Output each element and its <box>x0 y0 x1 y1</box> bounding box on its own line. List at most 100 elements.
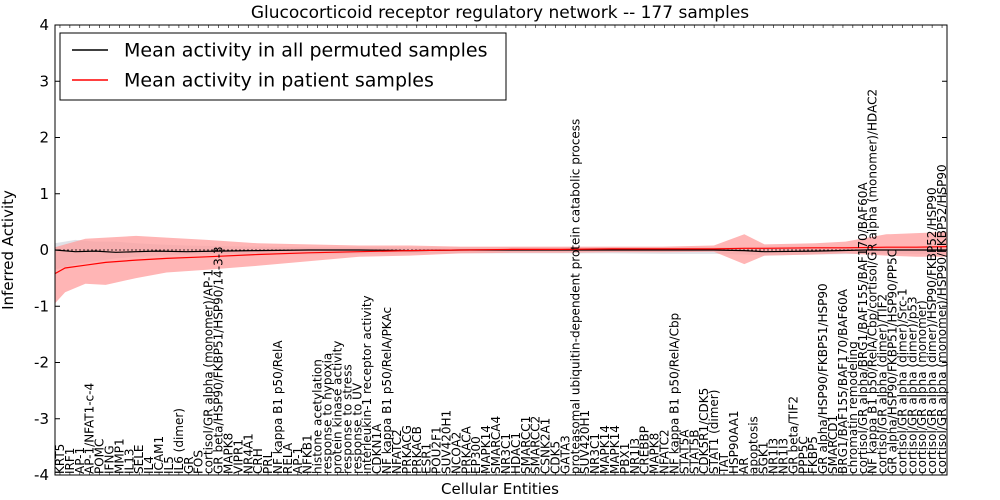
x-tick-label: AP-1/NFAT1-c-4 <box>83 383 97 474</box>
x-tick-label: PBX1 <box>618 443 632 474</box>
x-tick-label: GATA3 <box>558 435 572 474</box>
x-tick-label: AP-1 <box>291 447 305 474</box>
x-tick-label: NR4A1 <box>241 433 255 474</box>
x-tick-label: RELA <box>281 442 295 474</box>
x-tick-label: NFATC2 <box>658 429 672 474</box>
y-tick-label: 1 <box>39 185 49 203</box>
chart-title: Glucocorticoid receptor regulatory netwo… <box>251 3 749 23</box>
y-tick-label: 4 <box>39 16 49 34</box>
x-tick-label: NR1I3 <box>628 438 642 474</box>
x-tick-label: GR <box>182 456 196 474</box>
x-tick-label: cortisol/GR alpha/BRG1/BAF155/BAF170/BAF… <box>856 182 870 474</box>
x-tick-label: ESR1 <box>420 443 434 474</box>
x-tick-label: MAPK14 <box>479 425 493 474</box>
plot-frame <box>54 24 948 476</box>
x-tick-label: FKBP5 <box>806 436 820 474</box>
x-tick-label: SGK1 <box>757 442 771 474</box>
x-tick-label: cortisol/GR alpha (monomer)/HSP90/FKBP52… <box>935 164 949 474</box>
y-tick-label: 2 <box>39 129 49 147</box>
x-tick-label: CDK5 <box>549 441 563 474</box>
y-tick-label: 3 <box>39 72 49 90</box>
x-tick-label: NFATC2 <box>390 429 404 474</box>
legend-label-patient: Mean activity in patient samples <box>124 70 434 92</box>
x-tick-label: IFNG <box>103 445 117 474</box>
x-tick-label: STAT1 (dimer) <box>707 390 721 474</box>
y-tick-label: -1 <box>34 297 49 315</box>
x-tick-label: NR1I3 <box>767 438 781 474</box>
x-tick-label: GR beta/HSP90/FKBP51/HSP90/14-3-3 <box>212 246 226 474</box>
x-tick-labels: KRT5IRF1AP-1AP-1/NFAT1-c-4POMCIFNGMMP1IL… <box>53 89 949 475</box>
y-axis-label: Inferred Activity <box>0 190 17 310</box>
x-tick-label: protein kinase activity <box>331 341 345 474</box>
x-tick-label: ICAM1 <box>152 436 166 474</box>
x-tick-label: CDK5R1/CDK5 <box>697 388 711 474</box>
x-tick-label: HSP90AA1 <box>727 410 741 474</box>
x-tick-label: chromatin remodeling <box>846 341 860 474</box>
x-tick-label: AP-1 <box>73 447 87 474</box>
x-tick-label: IL13 <box>122 449 136 475</box>
x-tick-label: response to hypoxia <box>321 353 335 474</box>
x-tick-label: IL6 (dimer) <box>172 408 186 474</box>
x-tick-label: NR3C1 <box>588 433 602 474</box>
x-tick-label: CREBBP <box>638 426 652 474</box>
x-tick-label: SMARCA4 <box>489 416 503 474</box>
x-tick-label: KRT5 <box>53 444 67 474</box>
x-tick-label: cortisol/GR alpha (dimer)/Src-1 <box>895 288 909 474</box>
series-lines <box>54 246 948 275</box>
x-tick-label: MAPK8 <box>221 433 235 474</box>
patient-mean-line <box>54 246 948 275</box>
x-tick-label: PRKACG <box>400 425 414 474</box>
x-tick-label: NF kappa B1 p50/RelA/PKAc <box>380 307 394 474</box>
y-tick-label: -3 <box>34 410 49 428</box>
x-tick-label: IL5 <box>162 456 176 474</box>
x-tick-label: GR alpha/HSP90/FKBP51/HSP90 <box>816 283 830 474</box>
x-tick-label: PRKACA <box>459 425 473 474</box>
x-tick-label: VIPR1 <box>231 439 245 474</box>
x-tick-label: interleukin-1 receptor activity <box>360 295 374 474</box>
y-tick-label: -2 <box>34 354 49 372</box>
x-tick-label: PPP5C <box>796 436 810 474</box>
x-tick-label: NR3C1 <box>499 433 513 474</box>
legend-box <box>59 32 507 101</box>
axis-ticks: -4 -3 -2 -1 0 1 2 3 4 <box>34 16 947 484</box>
x-axis-label: Cellular Entities <box>441 480 559 498</box>
x-tick-label: MAPK14 <box>608 425 622 474</box>
x-tick-label: CDKN1A <box>370 423 384 474</box>
x-tick-label: STAT5B <box>687 430 701 475</box>
x-tick-label: MAPK14 <box>598 425 612 474</box>
x-tick-label: MMP1 <box>112 438 126 474</box>
x-tick-label: POU2F1 <box>430 426 444 474</box>
x-tick-label: SMARCC2 <box>529 416 543 474</box>
x-tick-label: response to UV <box>350 382 364 474</box>
x-tick-label: SMARCC1 <box>519 416 533 474</box>
x-tick-label: EP300 <box>469 436 483 474</box>
x-tick-label: NR1I3 <box>777 438 791 474</box>
x-tick-label: NCOA2 <box>449 432 463 474</box>
x-tick-label: NF kappa B1 p50/RelA/Cbp <box>667 313 681 474</box>
x-tick-label: AR <box>737 457 751 474</box>
x-tick-label: IRF1 <box>63 448 77 474</box>
x-tick-label: SMARCD1 <box>826 415 840 474</box>
x-tick-label: apoptosis <box>747 416 761 474</box>
legend: Mean activity in all permuted samples Me… <box>59 32 507 101</box>
x-tick-label: BRG1/BAF155/BAF170/BAF60A <box>836 288 850 474</box>
x-tick-label: HDAC1 <box>509 432 523 474</box>
x-tick-label: proteasomal ubiquitin-dependent protein … <box>568 119 582 474</box>
y-tick-label: -4 <box>34 466 49 484</box>
x-tick-label: cortisol/GR alpha (dimer)/HSP90/FKBP52/H… <box>925 187 939 474</box>
x-tick-label: PRKACB <box>410 426 424 474</box>
x-tick-label: cortisol/GR alpha (monomer)/AP-1 <box>202 269 216 474</box>
x-tick-label: POMC <box>93 439 107 474</box>
x-tick-label: GR alpha/HSP90/FKBP51/HSP90/PP5C <box>886 249 900 474</box>
x-tick-label: STAT5A <box>677 429 691 474</box>
x-tick-label: response to stress <box>340 364 354 474</box>
legend-label-permuted: Mean activity in all permuted samples <box>124 40 487 62</box>
x-tick-label: cortisol/GR alpha (dimer)/p53 <box>905 296 919 474</box>
y-tick-label: 0 <box>39 241 49 259</box>
x-tick-label: FOS <box>192 450 206 474</box>
x-tick-label: MAPK8 <box>648 433 662 474</box>
x-tick-label: SELE <box>132 445 146 474</box>
x-tick-label: NF kappa B1 p50/RelA <box>271 340 285 474</box>
